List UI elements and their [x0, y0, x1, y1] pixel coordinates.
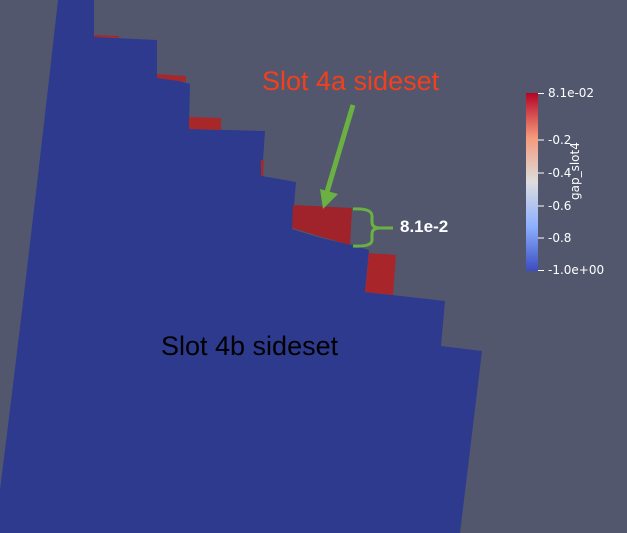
- colorbar-tick: -0.2: [548, 133, 572, 147]
- colorbar-tick-max: 8.1e-02: [548, 86, 595, 100]
- slot-4b-mesh: [0, 0, 482, 533]
- colorbar-tick-min: -1.0e+00: [548, 263, 605, 277]
- gap-bracket: [352, 207, 393, 248]
- slot-4b-label: Slot 4b sideset: [161, 331, 339, 361]
- slot-4a-element: [189, 117, 221, 130]
- colorbar-tick: -0.6: [548, 199, 572, 213]
- colorbar-tick: -0.4: [548, 166, 572, 180]
- gap-value-label: 8.1e-2: [400, 217, 449, 236]
- arrow-head-icon: [320, 189, 338, 209]
- colorbar-ticks: [538, 93, 544, 271]
- slot-4a-element: [261, 160, 264, 176]
- slot-4a-element: [365, 253, 396, 295]
- colorbar-tick: -0.8: [548, 231, 572, 245]
- colorbar[interactable]: [526, 93, 538, 271]
- slot-4a-element: [94, 35, 119, 38]
- colorbar-title: gap_slot4: [568, 142, 582, 200]
- slot-4a-element: [157, 74, 186, 82]
- arrow-shaft: [324, 104, 356, 193]
- slot-4a-element-highlighted: [292, 205, 352, 245]
- slot-4a-label: Slot 4a sideset: [262, 66, 440, 96]
